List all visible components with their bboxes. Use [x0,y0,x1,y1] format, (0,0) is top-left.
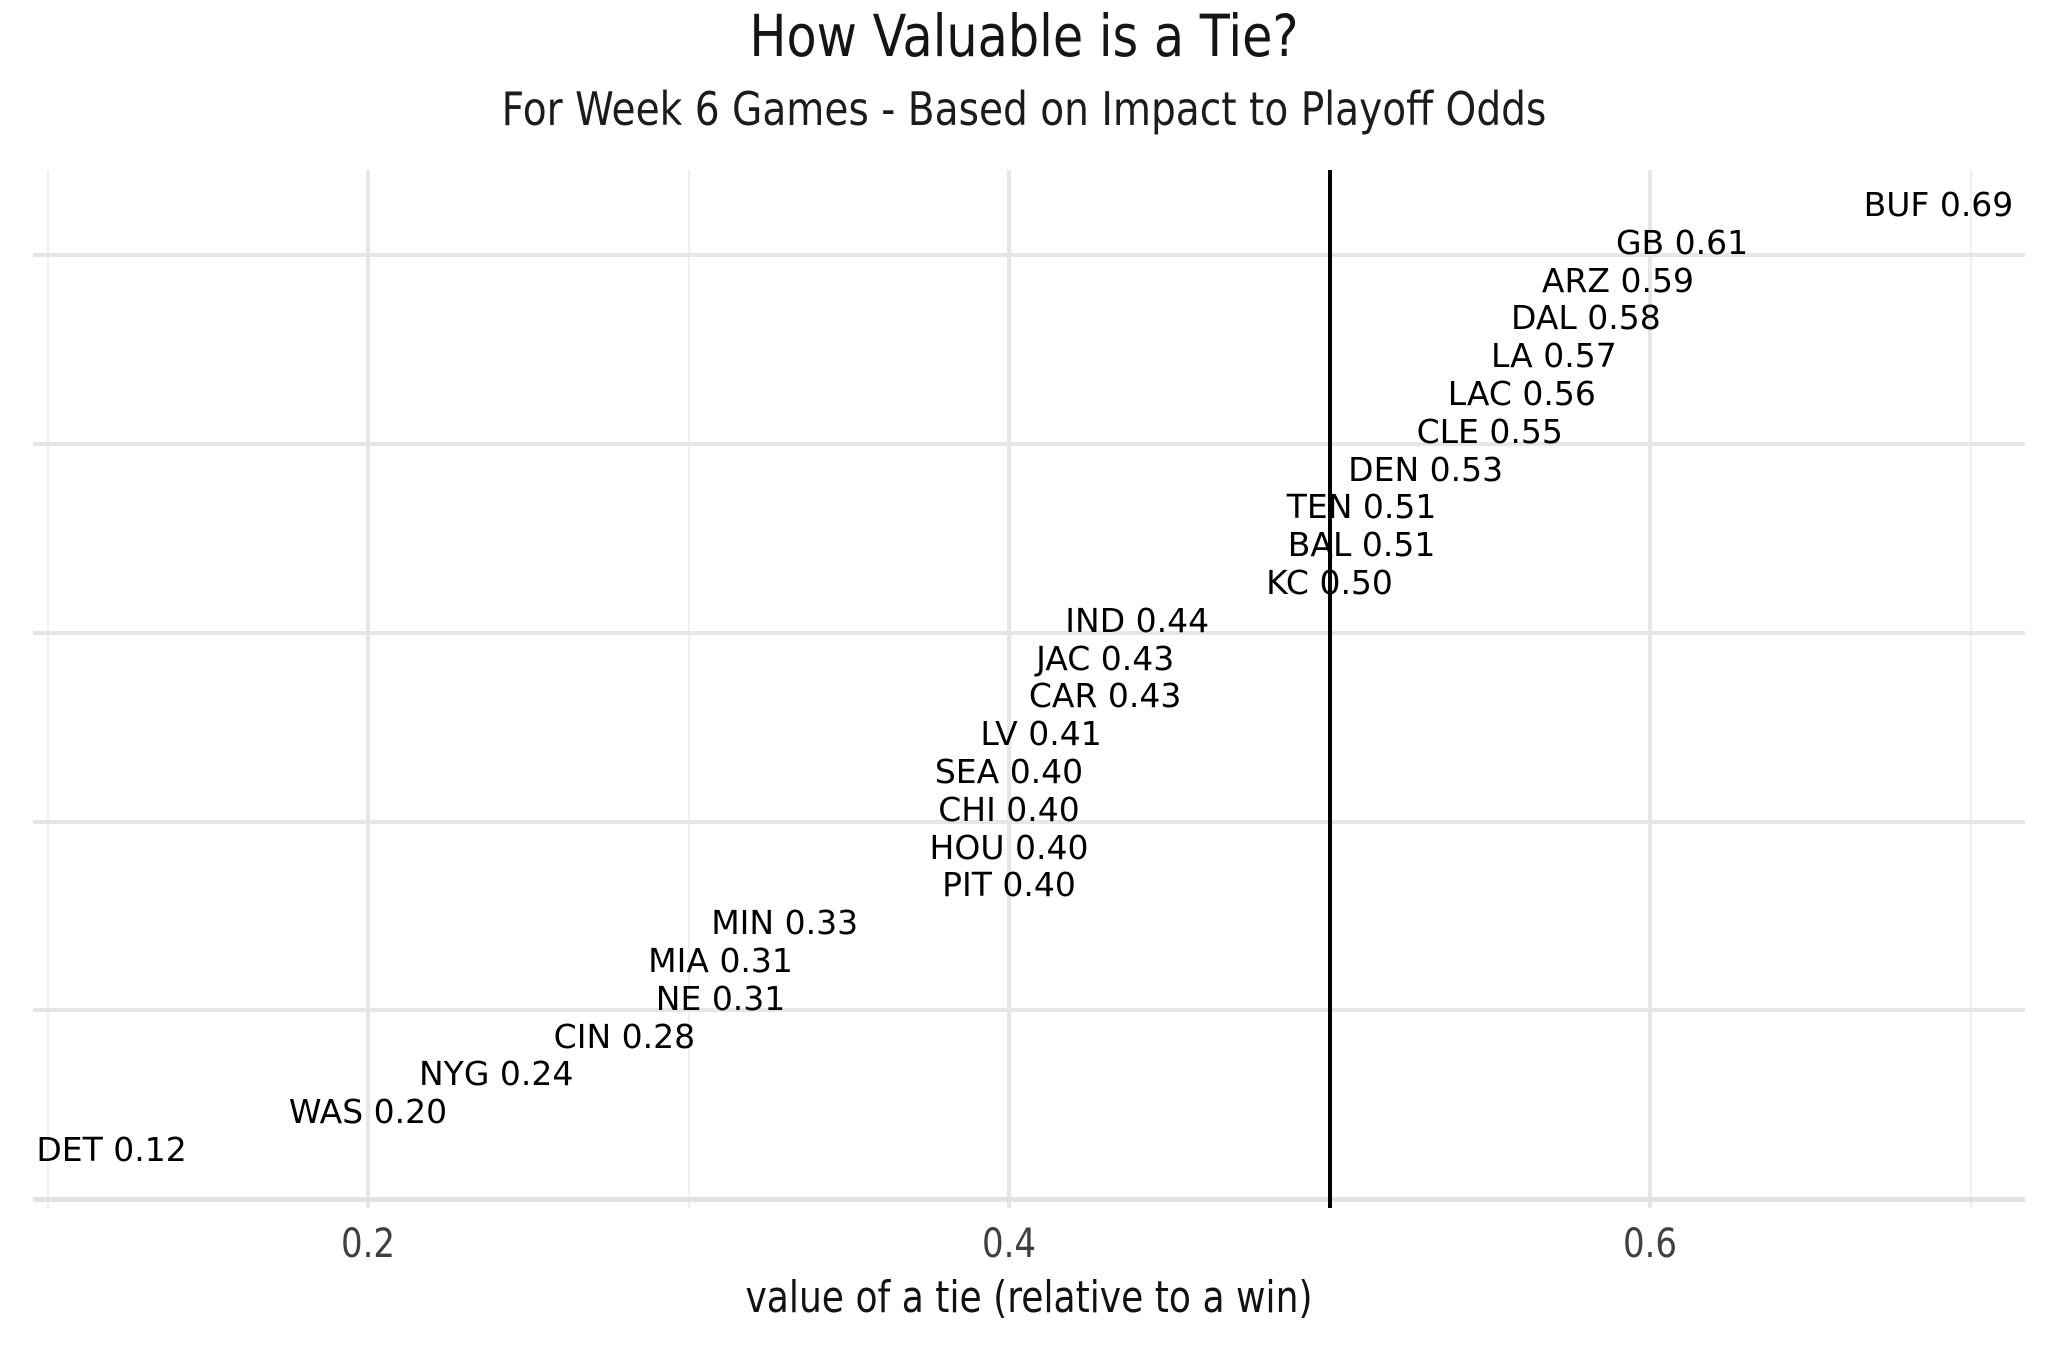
chart-title: How Valuable is a Tie? [749,2,1299,70]
team-label-min: MIN 0.33 [711,903,859,943]
team-label-pit: PIT 0.40 [942,865,1076,905]
team-label-sea: SEA 0.40 [934,752,1084,791]
y-gridline [33,442,2025,446]
x-minor-gridline [1969,170,1972,1208]
team-label-cin: CIN 0.28 [553,1016,696,1056]
x-minor-gridline [46,170,49,1208]
team-label-kc: KC 0.50 [1266,563,1393,602]
team-label-det: DET 0.12 [36,1130,187,1169]
team-label-mia: MIA 0.31 [648,941,793,980]
x-tick-label: 0.4 [981,1221,1037,1267]
x-tick-label: 0.2 [340,1221,396,1267]
team-label-arz: ARZ 0.59 [1541,260,1694,300]
team-label-car: CAR 0.43 [1028,676,1182,716]
x-major-gridline [1648,170,1652,1208]
team-label-buf: BUF 0.69 [1863,185,2014,224]
reference-line-05 [1327,170,1332,1208]
y-gridline [33,253,2025,257]
team-label-ten: TEN 0.51 [1286,487,1437,527]
team-label-cle: CLE 0.55 [1416,411,1563,451]
team-label-ne: NE 0.31 [655,978,786,1018]
team-label-chi: CHI 0.40 [938,789,1080,829]
y-gridline [33,631,2025,635]
y-gridline [33,1008,2025,1012]
team-label-ind: IND 0.44 [1065,600,1210,640]
team-label-bal: BAL 0.51 [1287,525,1436,565]
x-major-gridline [1007,170,1011,1208]
team-label-lac: LAC 0.56 [1447,374,1596,413]
y-gridline [33,820,2025,824]
team-label-la: LA 0.57 [1491,336,1617,376]
x-axis-title: value of a tie (relative to a win) [745,1272,1313,1323]
team-label-was: WAS 0.20 [288,1092,448,1132]
y-gridline [33,1197,2025,1202]
team-label-den: DEN 0.53 [1348,449,1504,489]
x-minor-gridline [687,170,690,1208]
x-tick-label: 0.6 [1622,1221,1678,1267]
team-label-hou: HOU 0.40 [929,827,1089,867]
team-label-lv: LV 0.41 [980,714,1102,754]
team-label-nyg: NYG 0.24 [418,1054,574,1094]
team-label-dal: DAL 0.58 [1511,298,1661,338]
team-label-gb: GB 0.61 [1615,222,1749,262]
chart-subtitle: For Week 6 Games - Based on Impact to Pl… [501,82,1547,136]
x-major-gridline [366,170,370,1208]
team-label-jac: JAC 0.43 [1036,638,1175,678]
